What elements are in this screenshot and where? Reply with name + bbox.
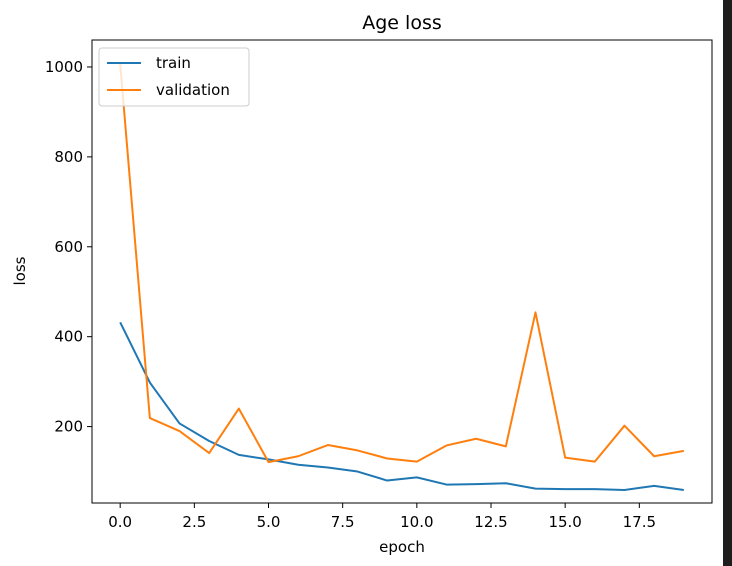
x-tick-label: 0.0 (108, 513, 132, 531)
x-tick-label: 12.5 (474, 513, 507, 531)
x-tick-label: 17.5 (623, 513, 656, 531)
legend-label-train: train (156, 54, 191, 72)
y-tick-label: 1000 (45, 58, 83, 76)
x-axis-label: epoch (379, 538, 425, 556)
y-tick-label: 400 (54, 328, 83, 346)
x-tick-label: 7.5 (331, 513, 355, 531)
x-tick-label: 15.0 (548, 513, 581, 531)
plot-area (119, 63, 684, 491)
y-tick-label: 600 (54, 238, 83, 256)
chart-title: Age loss (362, 12, 442, 34)
legend: train validation (98, 47, 250, 107)
x-tick-label: 2.5 (182, 513, 206, 531)
legend-label-validation: validation (156, 81, 230, 99)
series-line-validation (119, 63, 684, 464)
axes-frame (91, 39, 713, 504)
y-tick-label: 800 (54, 148, 83, 166)
window-edge (723, 0, 732, 566)
series-line-train (119, 321, 684, 491)
x-tick-label: 10.0 (400, 513, 433, 531)
y-axis-label: loss (11, 256, 29, 285)
y-tick-label: 200 (54, 418, 83, 436)
x-tick-label: 5.0 (257, 513, 281, 531)
